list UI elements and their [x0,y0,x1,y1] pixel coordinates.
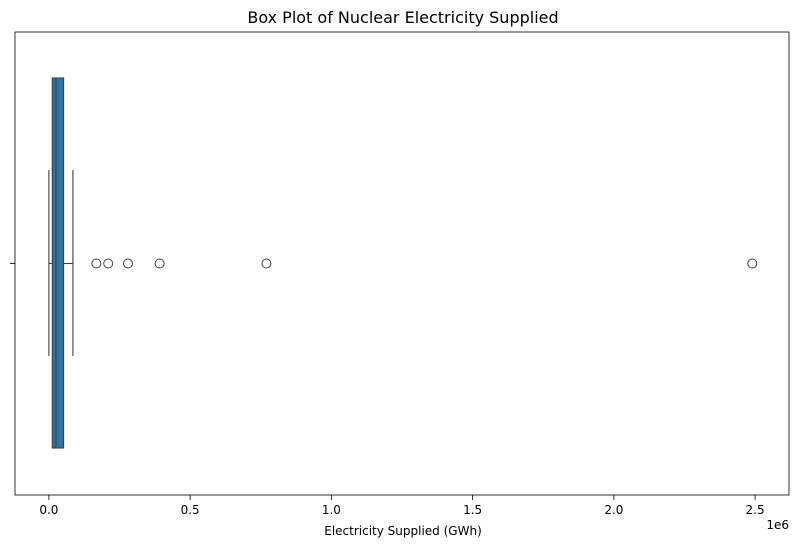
outlier-point [261,258,272,269]
outliers [91,258,758,269]
outlier-point [103,258,114,269]
chart-title: Box Plot of Nuclear Electricity Supplied [247,8,558,27]
outlier-point [122,258,133,269]
interquartile-box [51,77,65,449]
x-tick-label: 1.5 [463,503,482,517]
x-axis-label: Electricity Supplied (GWh) [324,524,482,538]
outlier-point [747,258,758,269]
outlier-point [91,258,102,269]
x-tick-label: 0.0 [39,503,58,517]
plot-frame [14,31,790,496]
x-tick-label: 2.5 [746,503,765,517]
x-axis-ticks: 0.0 0.5 1.0 1.5 2.0 2.5 [39,495,765,517]
x-tick-label: 2.0 [604,503,623,517]
outlier-point [154,258,165,269]
box-plot [48,77,74,449]
x-tick-label: 1.0 [322,503,341,517]
x-axis-offset-label: 1e6 [766,518,789,532]
x-tick-label: 0.5 [181,503,200,517]
